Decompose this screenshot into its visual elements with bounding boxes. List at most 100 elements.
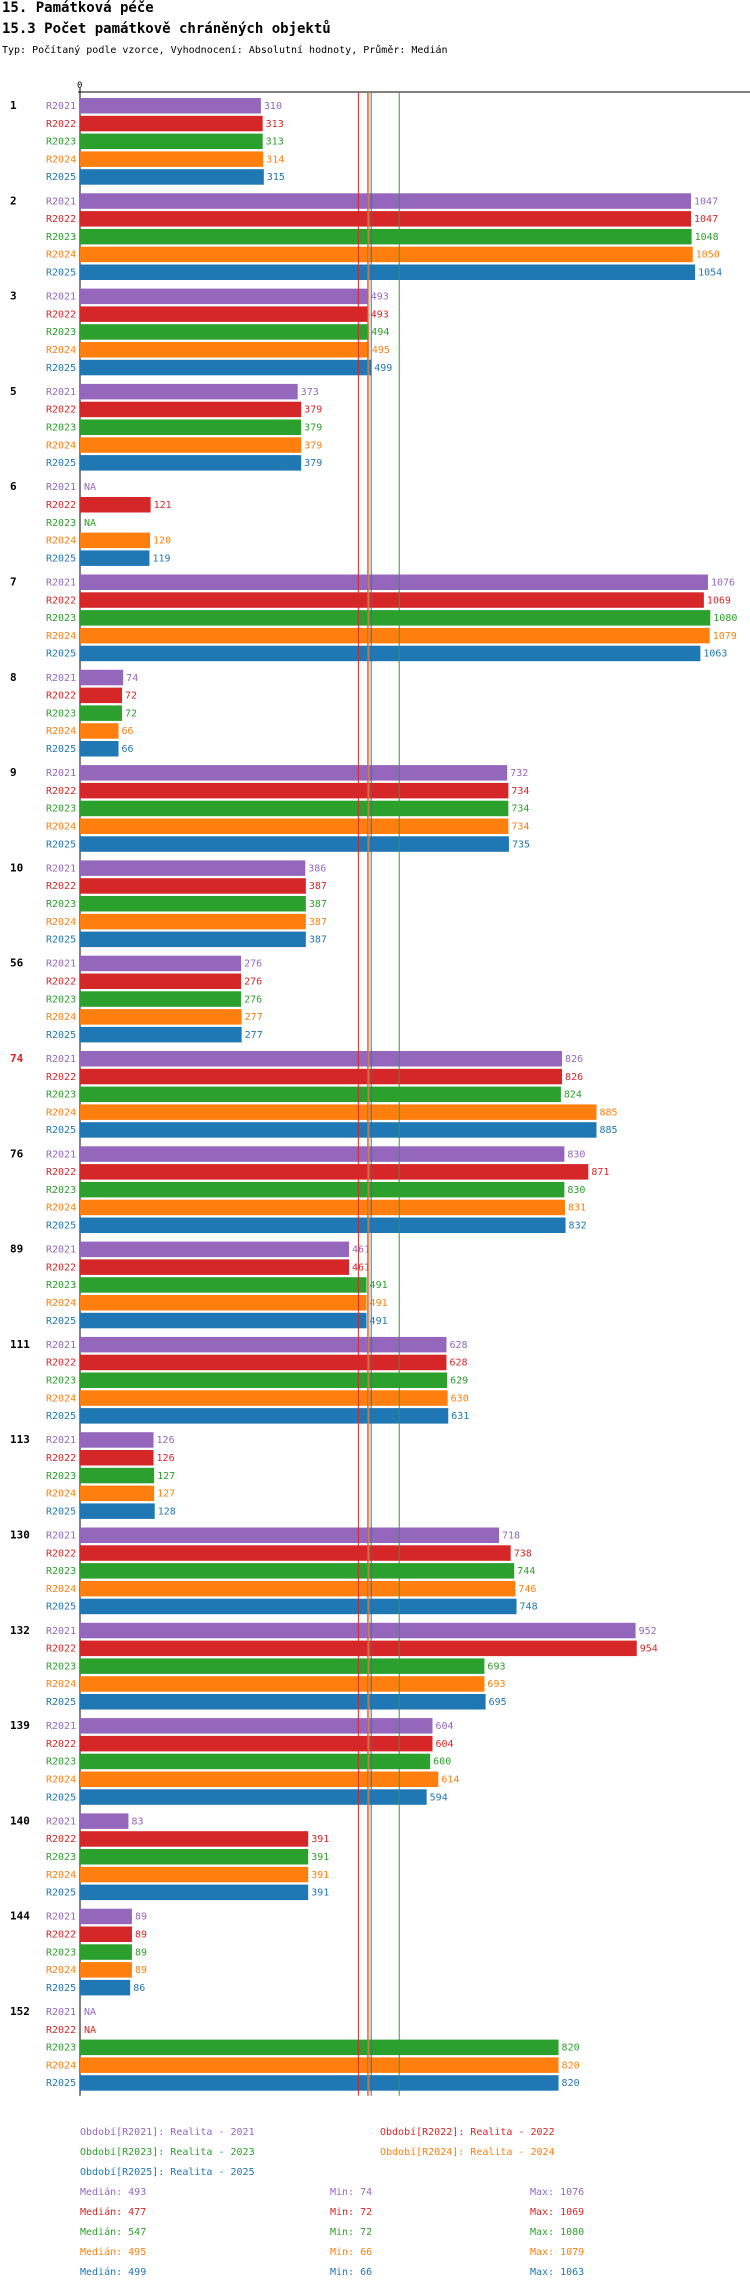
- series-label-1-R2025: R2025: [46, 172, 76, 183]
- bar-6-R2025: [80, 550, 150, 566]
- bar-56-R2022: [80, 973, 242, 989]
- value-label-132-R2022: 954: [640, 1644, 658, 1655]
- value-label-5-R2024: 379: [304, 440, 322, 451]
- bar-9-R2021: [80, 765, 508, 781]
- value-label-132-R2025: 695: [489, 1697, 507, 1708]
- value-label-10-R2025: 387: [309, 935, 327, 946]
- category-label-2: 2: [10, 194, 17, 207]
- series-label-140-R2025: R2025: [46, 1888, 76, 1899]
- bar-9-R2023: [80, 800, 509, 817]
- value-label-6-R2024: 120: [153, 536, 171, 547]
- category-label-76: 76: [10, 1147, 24, 1160]
- bar-8-R2025: [80, 741, 119, 757]
- value-label-10-R2024: 387: [309, 917, 327, 928]
- bar-139-R2023: [80, 1753, 431, 1770]
- series-label-7-R2025: R2025: [46, 649, 76, 660]
- value-label-139-R2025: 594: [430, 1792, 448, 1803]
- series-label-152-R2021: R2021: [46, 2007, 76, 2018]
- bar-2-R2021: [80, 193, 692, 209]
- category-label-113: 113: [10, 1433, 30, 1446]
- value-label-152-R2023: 820: [562, 2043, 580, 2054]
- series-label-130-R2024: R2024: [46, 1584, 76, 1595]
- bar-139-R2022: [80, 1735, 433, 1752]
- bar-76-R2021: [80, 1146, 565, 1162]
- bar-132-R2021: [80, 1622, 636, 1639]
- series-label-56-R2025: R2025: [46, 1030, 76, 1041]
- series-label-139-R2023: R2023: [46, 1757, 76, 1768]
- bar-89-R2023: [80, 1277, 367, 1293]
- series-label-9-R2022: R2022: [46, 786, 76, 797]
- series-label-3-R2022: R2022: [46, 309, 76, 320]
- value-label-1-R2022: 313: [266, 119, 284, 130]
- legend-min-R2023: Min: 72: [330, 2227, 373, 2238]
- bar-152-R2023: [80, 2039, 559, 2056]
- category-label-9: 9: [10, 766, 17, 779]
- value-label-3-R2021: 493: [371, 292, 389, 303]
- bar-111-R2025: [80, 1408, 449, 1424]
- bar-144-R2021: [80, 1908, 132, 1925]
- bar-5-R2021: [80, 383, 298, 400]
- series-label-56-R2024: R2024: [46, 1012, 76, 1023]
- series-label-8-R2022: R2022: [46, 691, 76, 702]
- series-label-10-R2024: R2024: [46, 917, 76, 928]
- value-label-144-R2022: 89: [135, 1930, 147, 1941]
- bar-140-R2023: [80, 1849, 309, 1865]
- bar-6-R2024: [80, 532, 151, 549]
- category-label-132: 132: [10, 1624, 30, 1637]
- series-label-1-R2023: R2023: [46, 137, 76, 148]
- bar-132-R2025: [80, 1694, 486, 1710]
- bar-76-R2025: [80, 1217, 566, 1233]
- category-label-152: 152: [10, 2005, 30, 2018]
- series-label-89-R2025: R2025: [46, 1316, 76, 1327]
- value-label-132-R2024: 693: [487, 1679, 505, 1690]
- bar-89-R2024: [80, 1295, 367, 1311]
- series-label-7-R2024: R2024: [46, 631, 76, 642]
- legend-period-R2021: Období[R2021]: Realita - 2021: [80, 2127, 255, 2138]
- value-label-113-R2021: 126: [157, 1435, 175, 1446]
- bar-144-R2023: [80, 1944, 132, 1960]
- series-label-130-R2025: R2025: [46, 1602, 76, 1613]
- bar-10-R2024: [80, 913, 306, 930]
- value-label-130-R2024: 746: [518, 1584, 536, 1595]
- bar-144-R2022: [80, 1926, 132, 1942]
- value-label-3-R2025: 499: [374, 363, 392, 374]
- value-label-7-R2022: 1069: [707, 595, 731, 606]
- value-label-10-R2022: 387: [309, 881, 327, 892]
- value-label-89-R2024: 491: [370, 1298, 388, 1309]
- bar-152-R2025: [80, 2075, 559, 2091]
- bar-144-R2024: [80, 1962, 132, 1978]
- value-label-3-R2024: 495: [372, 345, 390, 356]
- series-label-9-R2023: R2023: [46, 804, 76, 815]
- series-label-152-R2024: R2024: [46, 2060, 76, 2071]
- series-label-1-R2024: R2024: [46, 154, 76, 165]
- series-label-5-R2023: R2023: [46, 423, 76, 434]
- legend-max-R2022: Max: 1069: [530, 2207, 585, 2218]
- legend-max-R2024: Max: 1079: [530, 2247, 585, 2258]
- value-label-144-R2024: 89: [135, 1965, 147, 1976]
- bar-89-R2021: [80, 1241, 350, 1258]
- bar-152-R2024: [80, 2057, 559, 2073]
- bar-10-R2022: [80, 878, 306, 894]
- series-label-132-R2021: R2021: [46, 1626, 76, 1637]
- bar-74-R2022: [80, 1068, 563, 1085]
- bar-5-R2022: [80, 401, 302, 418]
- bar-111-R2022: [80, 1354, 447, 1371]
- series-label-2-R2022: R2022: [46, 214, 76, 225]
- bar-5-R2024: [80, 437, 302, 453]
- bar-56-R2023: [80, 991, 242, 1007]
- legend-median-R2024: Medián: 495: [80, 2247, 147, 2258]
- series-label-144-R2022: R2022: [46, 1930, 76, 1941]
- series-label-130-R2021: R2021: [46, 1531, 76, 1542]
- bar-56-R2024: [80, 1009, 242, 1025]
- series-label-76-R2024: R2024: [46, 1203, 76, 1214]
- series-label-2-R2024: R2024: [46, 250, 76, 261]
- legend-median-R2022: Medián: 477: [80, 2207, 147, 2218]
- value-label-7-R2021: 1076: [711, 578, 735, 589]
- bar-130-R2022: [80, 1545, 511, 1561]
- value-label-76-R2024: 831: [568, 1203, 586, 1214]
- series-label-8-R2025: R2025: [46, 744, 76, 755]
- series-label-10-R2022: R2022: [46, 881, 76, 892]
- value-label-139-R2021: 604: [435, 1721, 453, 1732]
- series-label-74-R2023: R2023: [46, 1090, 76, 1101]
- value-label-7-R2023: 1080: [713, 613, 737, 624]
